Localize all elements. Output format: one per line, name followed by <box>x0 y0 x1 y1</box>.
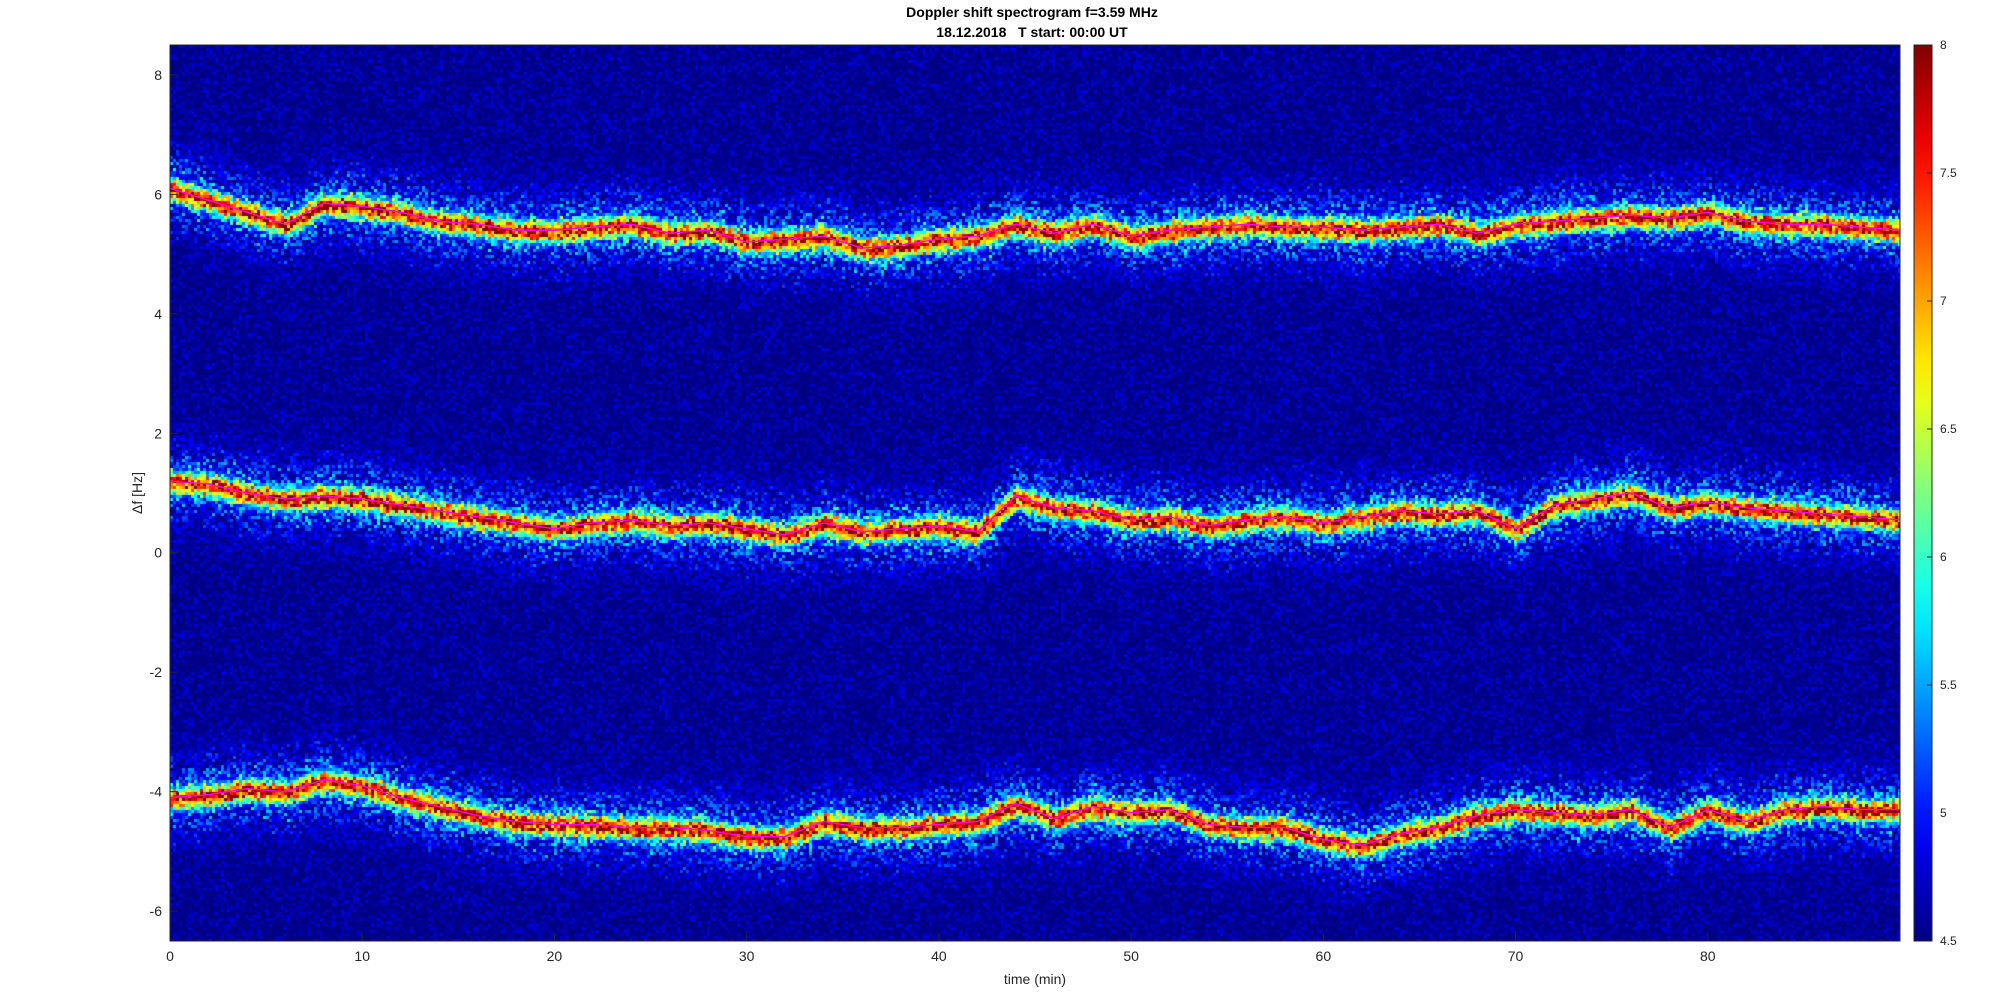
colorbar-tick-label: 6.5 <box>1940 422 1957 436</box>
colorbar: 4.5 5 5.5 6 6.5 7 7.5 8 <box>1913 38 1957 948</box>
x-tick-label: 40 <box>931 948 947 964</box>
x-tick-label: 10 <box>354 948 370 964</box>
y-tick-label: 4 <box>154 306 162 322</box>
y-tick-label: 0 <box>154 545 162 561</box>
x-tick-label: 20 <box>547 948 563 964</box>
doppler-trace-line-3 <box>169 779 1900 847</box>
y-tick-label: -6 <box>150 903 163 919</box>
x-axis: 0 10 20 30 40 50 60 70 80 <box>166 933 1716 964</box>
colorbar-tick-label: 6 <box>1940 550 1947 564</box>
x-tick-label: 0 <box>166 948 174 964</box>
doppler-trace-line-2 <box>169 480 1901 536</box>
plot-frame <box>169 44 1901 942</box>
y-tick-label: -2 <box>150 664 163 680</box>
x-axis-label: time (min) <box>1004 971 1066 987</box>
doppler-trace-line-1 <box>169 187 1901 249</box>
colorbar-tick-label: 7.5 <box>1940 166 1957 180</box>
x-tick-label: 30 <box>739 948 755 964</box>
colorbar-tick-label: 5 <box>1940 806 1947 820</box>
y-axis: -6 -4 -2 0 2 4 6 8 <box>150 67 178 919</box>
y-tick-label: 8 <box>154 67 162 83</box>
y-tick-label: 2 <box>154 425 162 441</box>
x-tick-label: 80 <box>1700 948 1716 964</box>
colorbar-gradient <box>1913 44 1933 942</box>
x-tick-label: 60 <box>1316 948 1332 964</box>
colorbar-tick-label: 7 <box>1940 294 1947 308</box>
y-tick-label: 6 <box>154 186 162 202</box>
chart-title: Doppler shift spectrogram f=3.59 MHz <box>906 4 1158 20</box>
y-axis-label: Δf [Hz] <box>129 472 145 514</box>
x-tick-label: 70 <box>1508 948 1524 964</box>
y-tick-label: -4 <box>150 784 163 800</box>
colorbar-tick-label: 8 <box>1940 38 1947 52</box>
plot-area <box>169 44 1901 942</box>
colorbar-tick-label: 4.5 <box>1940 934 1957 948</box>
doppler-trace-lines <box>169 187 1901 847</box>
x-tick-label: 50 <box>1123 948 1139 964</box>
colorbar-tick-label: 5.5 <box>1940 678 1957 692</box>
spectrogram-image <box>170 45 1900 941</box>
spectrogram-heatmap <box>170 45 1900 941</box>
chart-subtitle: 18.12.2018 T start: 00:00 UT <box>936 24 1128 40</box>
